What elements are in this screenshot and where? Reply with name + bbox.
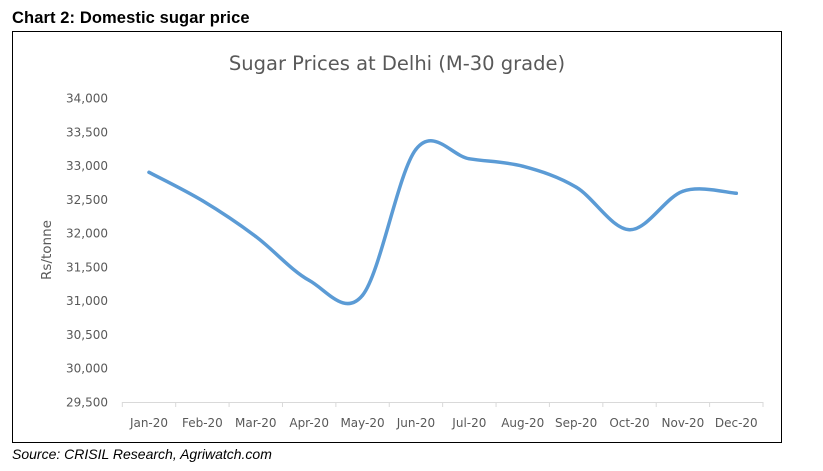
x-tick-label: Apr-20: [289, 416, 329, 430]
data-point-jun-20: [414, 147, 418, 151]
x-axis: [121, 402, 764, 407]
data-point-mar-20: [254, 234, 258, 239]
data-point-dec-20: [734, 191, 738, 195]
x-tick-labels: Jan-20 Feb-20 Mar-20 Apr-20 May-20 Jun-20 Jul-…: [129, 416, 758, 430]
y-tick-label: 30,500: [66, 328, 108, 342]
data-point-may-20: [360, 293, 365, 297]
y-axis-label: Rs/tonne: [39, 220, 55, 280]
chart-heading: Chart 2: Domestic sugar price: [12, 9, 250, 27]
data-point-oct-20: [627, 228, 632, 232]
x-tick-label: Aug-20: [501, 416, 544, 430]
y-tick-label: 34,000: [66, 92, 108, 106]
y-tick-labels: 34,000 33,500 33,000 32,500 32,000 31,500 31,0…: [66, 92, 108, 410]
x-tick-label: Dec-20: [715, 416, 758, 430]
x-tick-label: Mar-20: [235, 416, 276, 430]
y-tick-label: 32,500: [66, 193, 108, 207]
data-point-nov-20: [681, 189, 685, 193]
chart-frame: [12, 31, 782, 443]
y-tick-label: 29,500: [66, 396, 108, 410]
data-point-jan-20: [147, 170, 151, 174]
data-point-apr-20: [307, 278, 311, 282]
y-tick-label: 33,000: [66, 159, 108, 173]
y-tick-label: 30,000: [66, 362, 108, 376]
y-tick-label: 33,500: [66, 125, 108, 139]
data-point-jul-20: [467, 157, 471, 161]
x-tick-label: Jan-20: [129, 416, 168, 430]
source-note: Source: CRISIL Research, Agriwatch.com: [12, 446, 272, 462]
x-tick-label: Feb-20: [182, 416, 223, 430]
chart-title: Sugar Prices at Delhi (M-30 grade): [229, 52, 565, 75]
y-tick-label: 31,000: [66, 294, 108, 308]
data-point-aug-20: [521, 164, 525, 168]
data-point-feb-20: [200, 199, 204, 203]
x-tick-label: Nov-20: [662, 416, 705, 430]
y-tick-label: 32,000: [66, 227, 108, 241]
series-line: [147, 139, 739, 306]
series-group: [147, 139, 739, 306]
x-tick-label: May-20: [340, 416, 384, 430]
x-tick-label: Sep-20: [555, 416, 597, 430]
y-tick-label: 31,500: [66, 260, 108, 274]
data-point-sep-20: [574, 185, 578, 189]
x-tick-label: Oct-20: [609, 416, 649, 430]
x-tick-label: Jun-20: [396, 416, 435, 430]
x-tick-label: Jul-20: [451, 416, 486, 430]
